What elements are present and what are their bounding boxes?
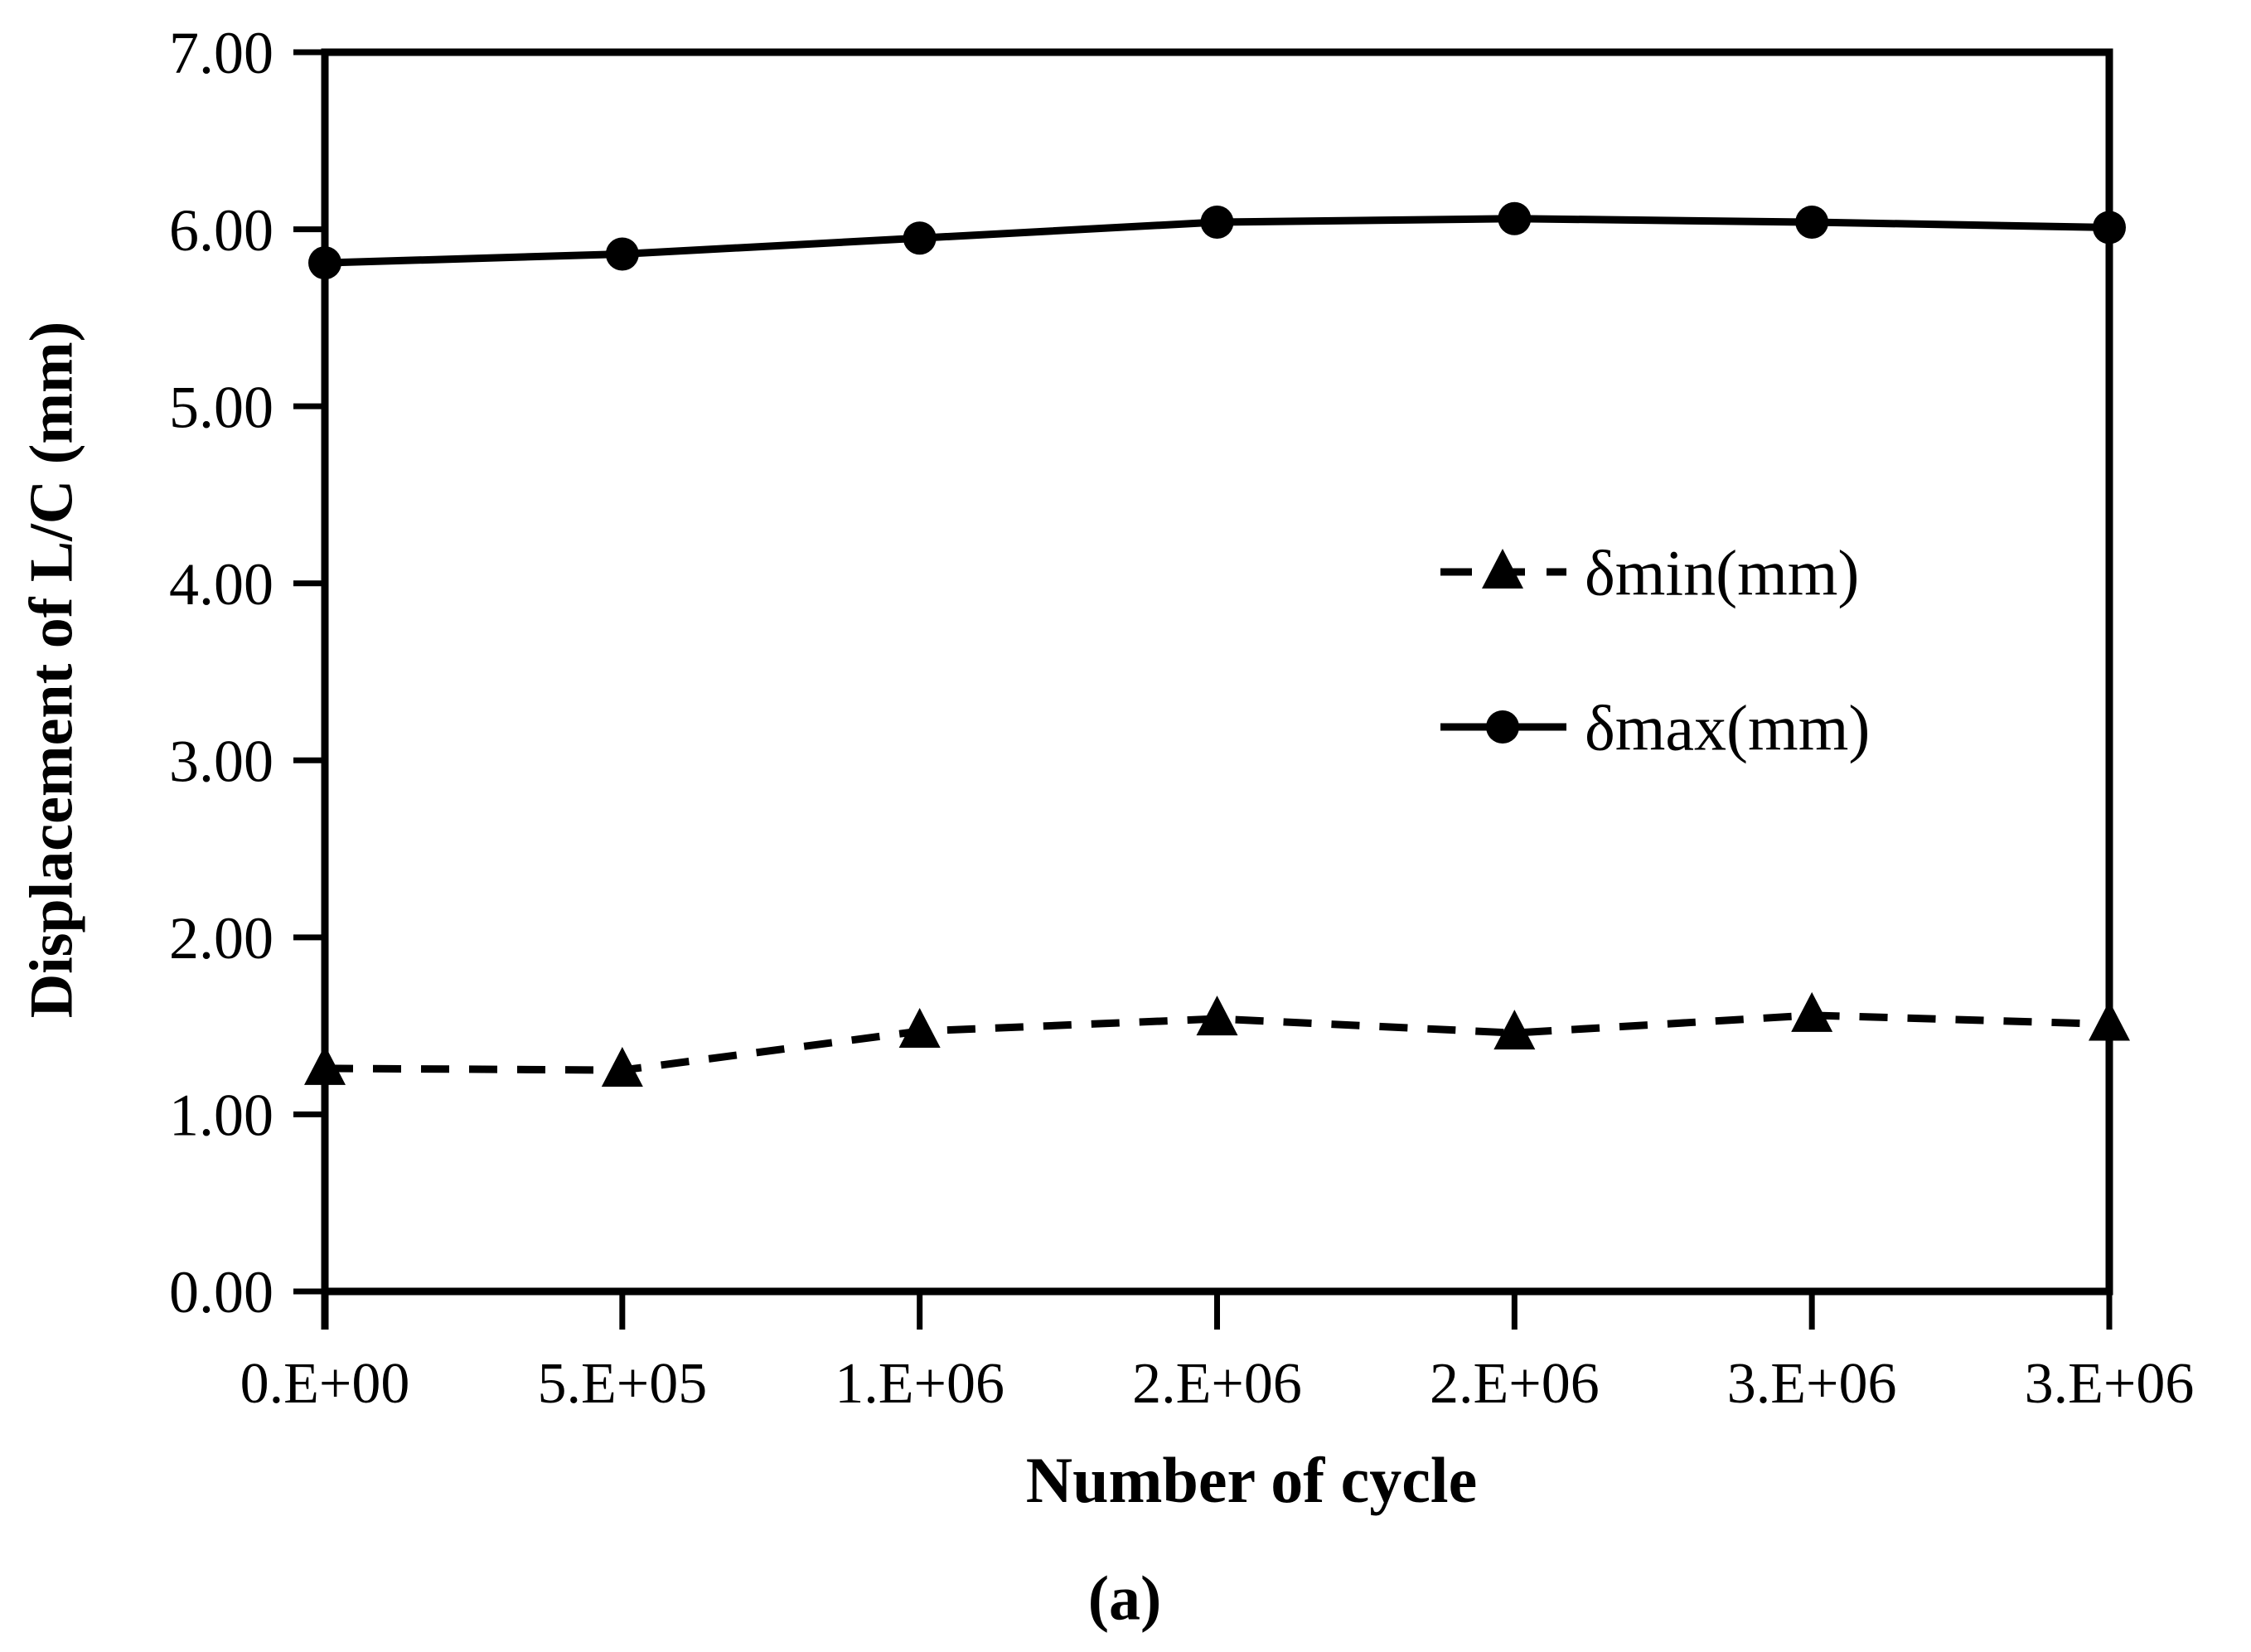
y-tick-label: 2.00 [169,905,274,971]
triangle-marker [898,1008,941,1049]
y-tick-label: 5.00 [169,374,274,440]
circle-marker [308,246,341,280]
x-tick-label: 3.E+06 [1727,1352,1897,1416]
y-tick-label: 0.00 [169,1259,274,1325]
y-tick-label: 4.00 [169,551,274,618]
legend: δmin(mm) δmax(mm) [1440,536,1870,763]
legend-item: δmin(mm) [1440,536,1859,608]
triangle-marker [1196,996,1238,1036]
x-axis-title: Number of cycle [1025,1444,1478,1516]
triangle-marker [1493,1010,1536,1050]
legend-item: δmax(mm) [1440,691,1870,763]
triangle-marker [304,1044,346,1085]
circle-marker [605,237,639,271]
figure-caption: (a) [1087,1563,1162,1634]
triangle-marker-legend [1482,549,1523,589]
y-tick-label: 3.00 [169,728,274,794]
x-tick-label: 0.E+00 [240,1352,410,1416]
x-tick-label: 5.E+05 [537,1352,707,1416]
series-delta-max [308,201,2126,280]
series-delta-min [304,991,2130,1088]
y-tick-label: 1.00 [169,1083,274,1149]
circle-marker-legend [1486,710,1519,744]
circle-marker [1498,201,1532,235]
y-axis-title: Displacement of L/C (mm) [17,321,86,1019]
legend-label: δmax(mm) [1585,691,1870,763]
y-tick-label: 7.00 [169,20,274,86]
circle-marker [1795,206,1829,240]
x-tick-label: 1.E+06 [835,1352,1004,1416]
x-axis: 0.E+00 5.E+05 1.E+06 2.E+06 2.E+06 3.E+06 3.E+… [240,1291,2195,1416]
x-tick-label: 2.E+06 [1430,1352,1600,1416]
legend-label: δmin(mm) [1585,536,1859,608]
y-tick-label: 6.00 [169,197,274,264]
triangle-marker [2089,1000,2130,1041]
x-tick-label: 2.E+06 [1132,1352,1302,1416]
circle-marker [2093,211,2126,245]
triangle-marker [1791,991,1833,1032]
y-axis: 0.00 1.00 2.00 3.00 4.00 5.00 6.00 7.00 [169,20,328,1325]
triangle-marker [601,1047,643,1088]
circle-marker [903,221,937,255]
x-tick-label: 3.E+06 [2025,1352,2195,1416]
circle-marker [1200,206,1234,240]
